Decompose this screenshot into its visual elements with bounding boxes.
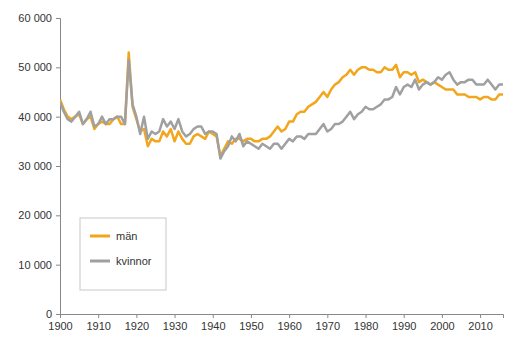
x-tick-mark <box>98 314 99 318</box>
y-tick-mark <box>56 314 60 315</box>
x-tick: 1960 <box>277 314 301 332</box>
x-tick: 1990 <box>392 314 416 332</box>
y-tick: 30 000 <box>18 160 60 172</box>
x-tick-label: 1990 <box>392 320 416 332</box>
x-tick-mark <box>251 314 252 318</box>
x-tick-label: 1980 <box>354 320 378 332</box>
y-tick: 20 000 <box>18 209 60 221</box>
legend-box <box>80 218 166 290</box>
x-tick-label: 1940 <box>201 320 225 332</box>
chart: 0 10 000 20 000 30 000 40 000 50 000 60 000 190… <box>0 0 528 355</box>
x-tick: 1980 <box>354 314 378 332</box>
x-tick-label: 1950 <box>239 320 263 332</box>
x-tick: 1940 <box>201 314 225 332</box>
y-tick-mark <box>56 67 60 68</box>
x-tick-label: 1970 <box>316 320 340 332</box>
y-tick: 60 000 <box>18 12 60 24</box>
y-tick-label: 60 000 <box>18 12 52 24</box>
series-line <box>60 60 503 159</box>
y-tick-mark <box>56 265 60 266</box>
y-tick-mark <box>56 117 60 118</box>
x-tick-label: 1910 <box>86 320 110 332</box>
y-axis-line <box>56 19 61 315</box>
x-tick-mark <box>327 314 328 318</box>
y-tick-label: 50 000 <box>18 61 52 73</box>
y-tick: 50 000 <box>18 61 60 73</box>
y-tick-label: 20 000 <box>18 209 52 221</box>
y-tick-label: 0 <box>46 308 52 320</box>
x-tick-mark <box>136 314 137 318</box>
x-tick: 2000 <box>430 314 454 332</box>
x-axis: 1900 1910 1920 1930 1940 1950 1960 1970 1980 1990… <box>48 314 503 332</box>
x-tick-mark <box>442 314 443 318</box>
y-tick: 40 000 <box>18 111 60 123</box>
y-tick: 10 000 <box>18 259 60 271</box>
x-tick-label: 1920 <box>125 320 149 332</box>
y-tick: 0 <box>46 308 60 320</box>
x-tick: 1900 <box>48 314 72 332</box>
y-tick-mark <box>56 166 60 167</box>
x-axis-line <box>61 315 504 319</box>
x-tick: 1970 <box>316 314 340 332</box>
series-group <box>60 53 503 159</box>
legend-label: kvinnor <box>116 255 152 267</box>
legend-swatch <box>90 235 110 238</box>
legend-swatch <box>90 260 110 263</box>
y-tick-mark <box>56 215 60 216</box>
x-tick: 1920 <box>125 314 149 332</box>
x-tick: 1930 <box>163 314 187 332</box>
x-tick: 1950 <box>239 314 263 332</box>
x-tick-mark <box>213 314 214 318</box>
x-tick-label: 1900 <box>48 320 72 332</box>
x-tick-mark <box>175 314 176 318</box>
y-tick-label: 30 000 <box>18 160 52 172</box>
x-tick-mark <box>366 314 367 318</box>
x-tick-mark <box>289 314 290 318</box>
x-tick-label: 1930 <box>163 320 187 332</box>
x-tick-label: 2000 <box>430 320 454 332</box>
x-tick-label: 2010 <box>468 320 492 332</box>
x-tick-mark <box>404 314 405 318</box>
y-tick-label: 40 000 <box>18 111 52 123</box>
x-tick-label: 1960 <box>277 320 301 332</box>
x-tick: 1910 <box>86 314 110 332</box>
legend-label: män <box>116 230 137 242</box>
legend: män kvinnor <box>80 218 166 290</box>
y-axis: 0 10 000 20 000 30 000 40 000 50 000 60 000 <box>18 12 60 320</box>
y-tick-label: 10 000 <box>18 259 52 271</box>
x-tick-mark <box>60 314 61 318</box>
y-tick-mark <box>56 18 60 19</box>
plot: 0 10 000 20 000 30 000 40 000 50 000 60 000 190… <box>18 12 503 332</box>
x-tick: 2010 <box>468 314 492 332</box>
x-tick-mark <box>480 314 481 318</box>
